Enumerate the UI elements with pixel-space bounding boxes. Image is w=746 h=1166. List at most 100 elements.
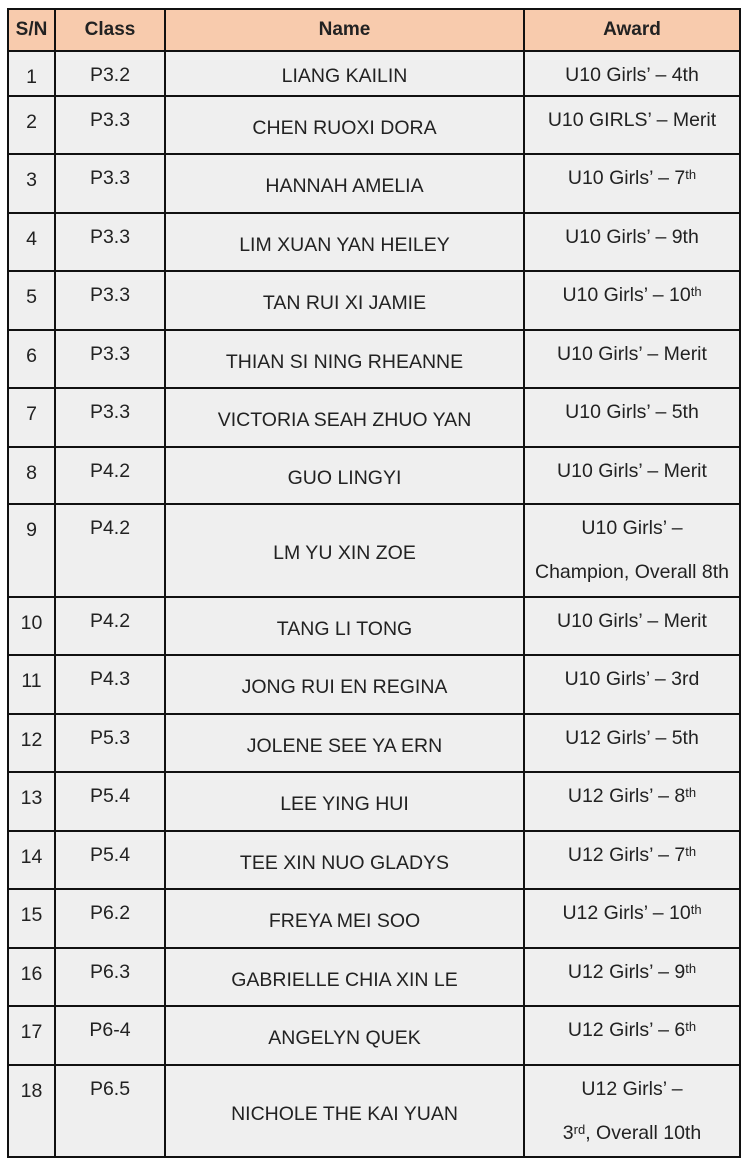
table-row: 15 P6.2 FREYA MEI SOO U12 Girls’ – 10th [7,888,741,949]
cell-class: P5.4 [54,830,166,890]
cell-sn: 14 [7,830,56,890]
cell-class: P4.2 [54,503,166,598]
award-line: U12 Girls’ – 10th [525,902,739,925]
cell-sn: 4 [7,212,56,272]
table-row: 3 P3.3 HANNAH AMELIA U10 Girls’ – 7th [7,153,741,214]
award-text: U12 Girls’ – 9 [567,961,686,983]
award-line: U10 Girls’ – 7th [525,167,739,190]
cell-award: U10 Girls’ – 5th [523,387,741,448]
cell-award: U10 Girls’ – 10th [523,270,741,331]
award-text: U10 Girls’ – Merit [557,460,707,482]
cell-sn: 13 [7,771,56,832]
cell-name: FREYA MEI SOO [164,888,525,949]
award-text: U10 Girls’ – 3rd [564,668,700,690]
cell-class: P4.3 [54,654,166,715]
cell-sn: 18 [7,1064,56,1158]
header-sn: S/N [7,8,56,52]
cell-sn: 15 [7,888,56,949]
cell-name: TANG LI TONG [164,596,525,656]
cell-sn: 8 [7,446,56,505]
award-text: U10 Girls’ – 10 [562,284,691,306]
cell-sn: 5 [7,270,56,331]
cell-award: U12 Girls’ – 5th [523,713,741,773]
award-superscript: th [685,961,697,976]
cell-sn: 3 [7,153,56,214]
award-line: U10 Girls’ – Merit [525,610,739,633]
award-line-2: 3rd, Overall 10th [525,1122,739,1145]
cell-name: THIAN SI NING RHEANNE [164,329,525,389]
cell-class: P6-4 [54,1005,166,1066]
award-superscript: th [690,284,702,299]
award-line: U12 Girls’ – [525,1078,739,1101]
award-text: U10 Girls’ – Merit [557,610,707,632]
cell-class: P3.3 [54,153,166,214]
award-text: U12 Girls’ – 6 [567,1019,686,1041]
award-superscript: th [685,1019,697,1034]
header-class: Class [54,8,166,52]
cell-sn: 12 [7,713,56,773]
cell-name: CHEN RUOXI DORA [164,95,525,155]
cell-class: P6.3 [54,947,166,1007]
cell-class: P5.4 [54,771,166,832]
cell-award: U12 Girls’ – 7th [523,830,741,890]
award-text: U12 Girls’ – 8 [567,785,686,807]
table-row: 10 P4.2 TANG LI TONG U10 Girls’ – Merit [7,596,741,656]
award-line: U10 Girls’ – Merit [525,460,739,483]
award-superscript: th [685,785,697,800]
award-text: U10 Girls’ – 7 [567,167,686,189]
cell-name: LM YU XIN ZOE [164,503,525,598]
award-line: U10 Girls’ – 9th [525,226,739,249]
table-row: 1 P3.2 LIANG KAILIN U10 Girls’ – 4th [7,50,741,97]
cell-award: U10 Girls’ – Merit [523,446,741,505]
cell-name: GUO LINGYI [164,446,525,505]
header-award: Award [523,8,741,52]
table-row: 16 P6.3 GABRIELLE CHIA XIN LE U12 Girls’ – … [7,947,741,1007]
award-line: U12 Girls’ – 7th [525,844,739,867]
cell-class: P3.3 [54,95,166,155]
cell-class: P5.3 [54,713,166,773]
cell-class: P3.3 [54,212,166,272]
award-line: U12 Girls’ – 6th [525,1019,739,1042]
cell-sn: 2 [7,95,56,155]
cell-name: ANGELYN QUEK [164,1005,525,1066]
cell-award: U10 Girls’ – 4th [523,50,741,97]
cell-award: U10 Girls’ – 9th [523,212,741,272]
table-row: 14 P5.4 TEE XIN NUO GLADYS U12 Girls’ – 7th [7,830,741,890]
cell-award: U12 Girls’ – 3rd, Overall 10th [523,1064,741,1158]
cell-award: U12 Girls’ – 8th [523,771,741,832]
cell-class: P3.3 [54,387,166,448]
cell-award: U12 Girls’ – 9th [523,947,741,1007]
award-line: U12 Girls’ – 8th [525,785,739,808]
award-text: U12 Girls’ – 10 [562,902,691,924]
cell-class: P4.2 [54,596,166,656]
table-row: 9 P4.2 LM YU XIN ZOE U10 Girls’ – Champion, … [7,503,741,598]
cell-name: LEE YING HUI [164,771,525,832]
cell-name: LIM XUAN YAN HEILEY [164,212,525,272]
cell-class: P3.3 [54,329,166,389]
cell-name: NICHOLE THE KAI YUAN [164,1064,525,1158]
award-text: U10 Girls’ – 9th [565,226,699,248]
cell-award: U12 Girls’ – 6th [523,1005,741,1066]
cell-sn: 10 [7,596,56,656]
cell-award: U10 Girls’ – Champion, Overall 8th [523,503,741,598]
award-line: U10 Girls’ – [525,517,739,540]
award-line: U10 Girls’ – 5th [525,401,739,424]
award-text: U12 Girls’ – 7 [567,844,686,866]
table-body: 1 P3.2 LIANG KAILIN U10 Girls’ – 4th 2 P3.3 CH… [7,50,741,1158]
cell-class: P6.5 [54,1064,166,1158]
table-row: 6 P3.3 THIAN SI NING RHEANNE U10 Girls’ – M… [7,329,741,389]
table-row: 13 P5.4 LEE YING HUI U12 Girls’ – 8th [7,771,741,832]
award-text: U10 Girls’ – 5th [565,401,699,423]
cell-name: JOLENE SEE YA ERN [164,713,525,773]
award-line: U10 Girls’ – 10th [525,284,739,307]
cell-award: U10 Girls’ – 3rd [523,654,741,715]
header-row: S/N Class Name Award [7,8,741,52]
cell-name: VICTORIA SEAH ZHUO YAN [164,387,525,448]
header-name: Name [164,8,525,52]
cell-sn: 6 [7,329,56,389]
cell-class: P6.2 [54,888,166,949]
table-row: 8 P4.2 GUO LINGYI U10 Girls’ – Merit [7,446,741,505]
award-line: U10 Girls’ – 4th [525,64,739,87]
award-line: U12 Girls’ – 5th [525,727,739,750]
award-text: U10 Girls’ – 4th [565,64,699,86]
